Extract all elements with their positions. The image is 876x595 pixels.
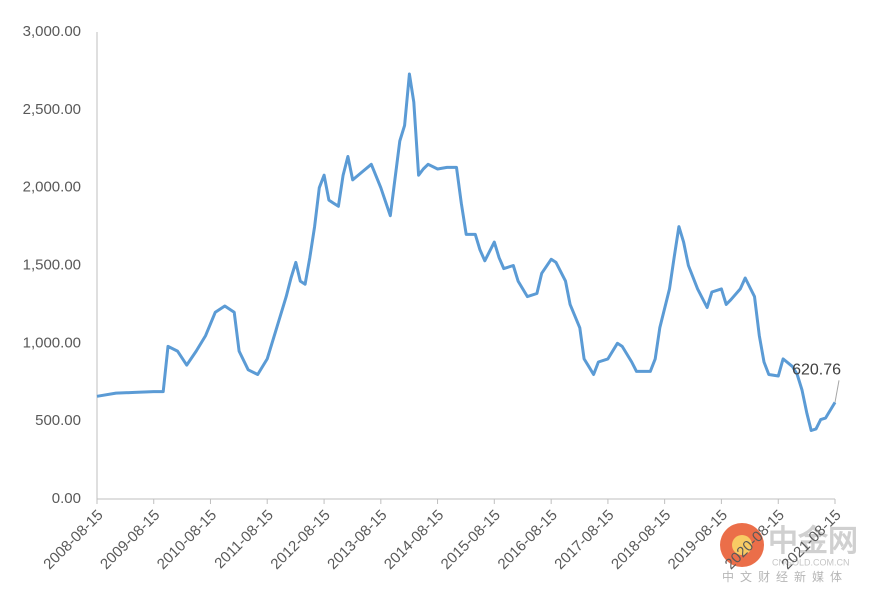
y-tick-label: 2,500.00: [23, 101, 81, 118]
y-tick-label: 1,500.00: [23, 256, 81, 273]
watermark-logo: 中金网: [768, 524, 858, 558]
x-tick-label: 2018-08-15: [608, 507, 674, 573]
watermark: 中金网 CNGOLD.COM.CN 中文财经新媒体: [720, 523, 858, 584]
x-tick-label: 2010-08-15: [154, 507, 220, 573]
x-tick-label: 2014-08-15: [381, 507, 447, 573]
x-tick-label: 2015-08-15: [438, 507, 504, 573]
x-tick-label: 2013-08-15: [324, 507, 390, 573]
data-label: 620.76: [792, 362, 841, 379]
label-leader: [834, 380, 840, 403]
watermark-slogan: 中文财经新媒体: [722, 569, 848, 584]
watermark-icon-core: [732, 535, 752, 555]
x-tick-label: 2011-08-15: [211, 507, 276, 572]
data-line: [96, 72, 837, 432]
x-tick-label: 2009-08-15: [97, 507, 163, 573]
x-tick-label: 2008-08-15: [40, 507, 106, 573]
y-tick-label: 0.00: [52, 490, 81, 507]
watermark-domain: CNGOLD.COM.CN: [772, 557, 850, 567]
y-tick-label: 3,000.00: [23, 23, 81, 40]
y-tick-label: 1,000.00: [23, 334, 81, 351]
x-tick-label: 2017-08-15: [551, 507, 617, 573]
y-tick-label: 2,000.00: [23, 179, 81, 196]
y-tick-label: 500.00: [35, 412, 81, 429]
x-tick-label: 2016-08-15: [495, 507, 561, 573]
x-tick-label: 2012-08-15: [267, 507, 333, 573]
